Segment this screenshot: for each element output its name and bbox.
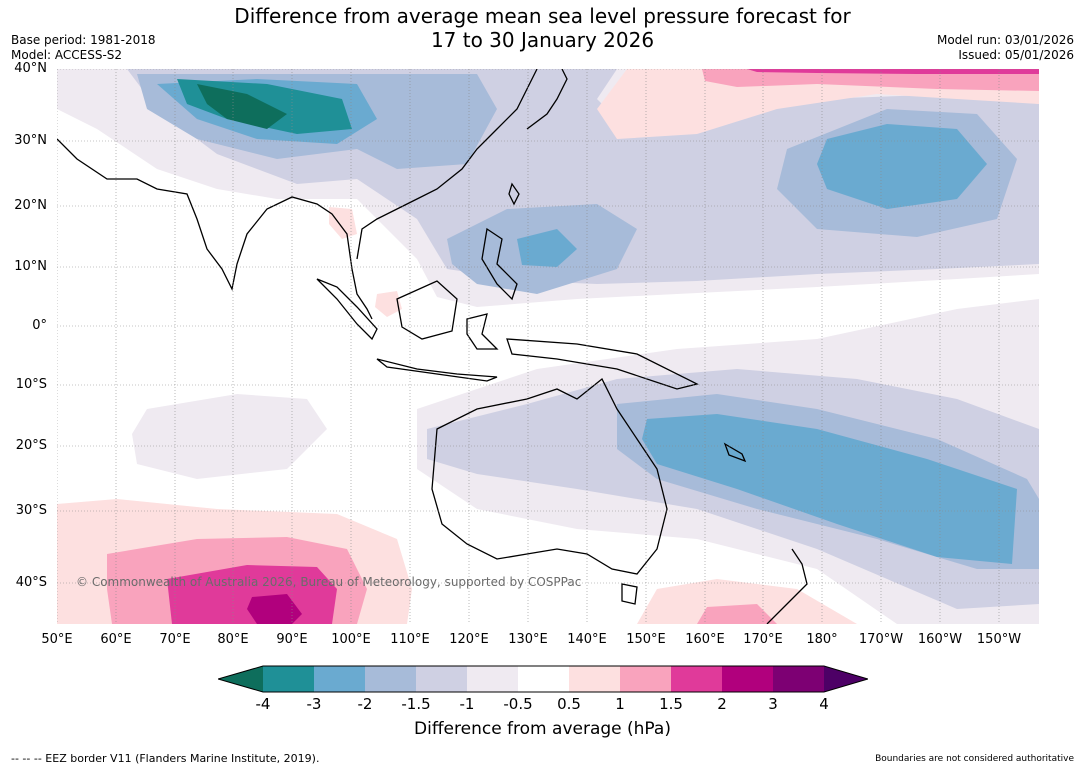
colorbar-segment	[671, 666, 722, 692]
lat-label: 0°	[32, 318, 47, 333]
lat-label: 40°S	[15, 575, 47, 590]
lat-label: 20°S	[15, 438, 47, 453]
lon-label: 100°E	[331, 632, 371, 647]
lon-label: 140°E	[567, 632, 607, 647]
anomaly-band-pos-0.5-thailand	[329, 207, 357, 239]
boundary-disclaimer: Boundaries are not considered authoritat…	[875, 754, 1074, 764]
colorbar-segment	[314, 666, 365, 692]
copyright-notice: © Commonwealth of Australia 2026, Bureau…	[76, 575, 582, 589]
map-title: Difference from average mean sea level p…	[0, 4, 1085, 52]
colorbar-segment	[467, 666, 518, 692]
lon-label: 160°W	[917, 632, 963, 647]
lon-label: 120°E	[449, 632, 489, 647]
map-canvas	[57, 69, 1039, 624]
anomaly-band-pos-0.5-tasman	[637, 579, 857, 624]
anomaly-band-pos-1-tasman	[697, 604, 777, 624]
colorbar-segment	[824, 666, 868, 692]
graticule	[57, 69, 1039, 624]
colorbar-tick: 1.5	[659, 695, 683, 713]
pressure-anomaly-map[interactable]	[57, 69, 1039, 624]
anomaly-band-neg-2-pacific	[817, 124, 987, 209]
coastline-sulawesi	[466, 313, 499, 350]
lon-label: 170°W	[858, 632, 904, 647]
coastline-tasmania	[621, 583, 638, 605]
lon-label: 90°E	[276, 632, 308, 647]
coastline-borneo	[396, 280, 458, 340]
colorbar-segment	[722, 666, 773, 692]
colorbar	[218, 665, 868, 693]
colorbar-segment	[263, 666, 314, 692]
eez-border-note: -- -- -- EEZ border V11 (Flanders Marine…	[11, 752, 320, 765]
colorbar-outline	[218, 665, 868, 693]
anomaly-band-neg-0.5-south	[132, 394, 327, 479]
model-info: Base period: 1981-2018 Model: ACCESS-S2	[11, 33, 156, 63]
anomaly-band-pos-2-north-pacific	[747, 69, 1039, 74]
anomaly-band-pos-0.5-borneo	[375, 291, 402, 317]
model-run: Model run: 03/01/2026	[936, 33, 1074, 47]
anomaly-band-pos-2-southern-ocean	[247, 594, 302, 624]
colorbar-tick: 1	[615, 695, 625, 713]
lon-label: 130°E	[508, 632, 548, 647]
lon-label: 180°	[806, 632, 838, 647]
colorbar-segment	[218, 666, 263, 692]
lat-label: 40°N	[14, 61, 47, 76]
colorbar-tick: -3	[306, 695, 322, 713]
coastline-java	[376, 358, 498, 382]
title-line-1: Difference from average mean sea level p…	[234, 4, 851, 28]
anomaly-band-neg-4-tibet	[197, 84, 287, 129]
colorbar-segment	[620, 666, 671, 692]
lon-label: 70°E	[159, 632, 191, 647]
anomaly-band-neg-2-philippines	[517, 229, 577, 267]
colorbar-segment	[365, 666, 416, 692]
lat-label: 20°N	[14, 198, 47, 213]
colorbar-tick: -1.5	[401, 695, 431, 713]
title-line-2: 17 to 30 January 2026	[430, 28, 655, 52]
lon-label: 150°W	[976, 632, 1022, 647]
run-info: Model run: 03/01/2026 Issued: 05/01/2026	[937, 33, 1074, 63]
base-period: Base period: 1981-2018	[11, 33, 156, 47]
colorbar-tick: 3	[768, 695, 778, 713]
lon-label: 110°E	[390, 632, 430, 647]
coastline-indochina-china	[356, 69, 538, 260]
colorbar-segment	[569, 666, 620, 692]
colorbar-tick: -4	[255, 695, 271, 713]
coastline-new-caledonia	[723, 442, 747, 463]
lat-label: 10°N	[14, 259, 47, 274]
colorbar-tick: 0.5	[557, 695, 581, 713]
model-name: Model: ACCESS-S2	[11, 48, 123, 62]
lon-label: 150°E	[626, 632, 666, 647]
coastline-japan	[526, 69, 568, 130]
coastline-new-guinea	[506, 338, 699, 390]
colorbar-segment	[518, 666, 569, 692]
coastline-new-zealand	[766, 548, 808, 624]
colorbar-tick: 2	[717, 695, 727, 713]
lon-label: 60°E	[100, 632, 132, 647]
coastline-australia	[431, 377, 668, 575]
colorbar-tick: -0.5	[503, 695, 533, 713]
lat-label: 30°S	[15, 503, 47, 518]
lon-label: 80°E	[217, 632, 249, 647]
lon-label: 160°E	[685, 632, 725, 647]
coastline-taiwan	[508, 182, 520, 206]
colorbar-tick: -1	[459, 695, 475, 713]
coastline-arabia-asia	[57, 138, 373, 320]
anomaly-band-pos-1-north-pacific	[702, 69, 1039, 91]
colorbar-segment	[416, 666, 467, 692]
colorbar-label: Difference from average (hPa)	[414, 719, 671, 739]
colorbar-tick: 4	[819, 695, 829, 713]
lon-label: 170°E	[743, 632, 783, 647]
colorbar-tick: -2	[357, 695, 373, 713]
lon-label: 50°E	[41, 632, 73, 647]
anomaly-band-neg-2-south	[642, 414, 1017, 564]
lat-label: 10°S	[15, 377, 47, 392]
lat-label: 30°N	[14, 133, 47, 148]
issued-date: Issued: 05/01/2026	[958, 48, 1074, 62]
coastline-philippines	[481, 227, 518, 301]
coastlines	[57, 69, 808, 624]
colorbar-segment	[773, 666, 824, 692]
coastline-sumatra	[316, 278, 378, 341]
